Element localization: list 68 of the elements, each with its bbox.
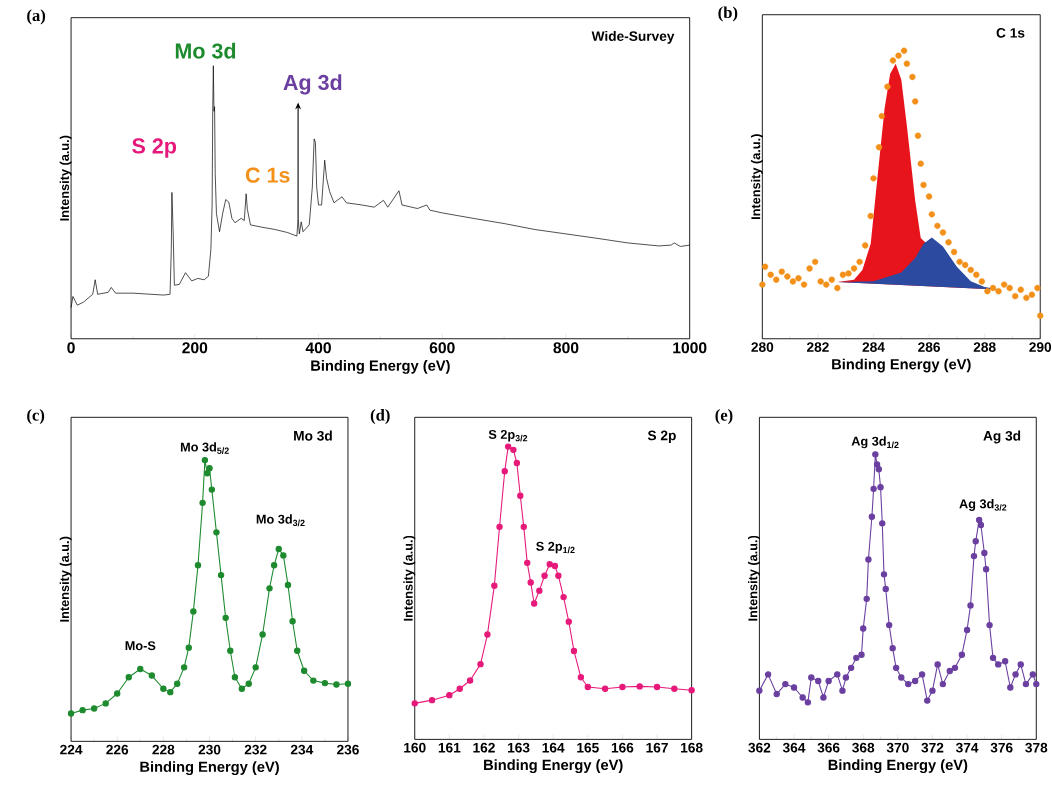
x-tick-label: 370: [886, 742, 909, 753]
text: (b): [718, 6, 738, 22]
y-axis-title: Intensity (a.u.): [403, 535, 416, 621]
annotation: Mo 3d: [175, 42, 236, 59]
annotation: S 2p$_{1/2}$: [536, 541, 575, 554]
x-tick-label: 162: [473, 742, 495, 753]
annotation: S 2p$_{3/2}$: [488, 429, 528, 442]
x-tick-label: 800: [553, 342, 579, 354]
annotation: Mo 3d$_{5/2}$: [180, 442, 229, 454]
x-tick-label: 160: [404, 742, 426, 753]
x-axis-title: Binding Energy (eV): [140, 761, 279, 775]
x-tick-label: 232: [244, 744, 267, 755]
x-axis-title: Binding Energy (eV): [832, 358, 971, 373]
x-tick-label: 368: [852, 742, 875, 753]
x-tick-label: 1000: [673, 342, 707, 354]
chart-title: Ag 3d: [983, 430, 1021, 444]
text: (e): [715, 408, 733, 424]
y-axis-title: Intensity (a.u.): [59, 135, 72, 221]
x-tick-label: 280: [751, 342, 774, 352]
text: (a): [27, 9, 46, 25]
x-axis-title: Binding Energy (eV): [311, 359, 450, 374]
x-tick-label: 600: [429, 342, 455, 354]
x-tick-label: 230: [198, 744, 221, 755]
chart-title: S 2p: [647, 430, 676, 443]
text: (c): [27, 408, 45, 424]
x-tick-label: 226: [106, 744, 129, 755]
x-tick-label: 167: [646, 742, 668, 753]
x-tick-label: 200: [182, 342, 208, 354]
annotation: Ag 3d$_{1/2}$: [851, 436, 899, 449]
annotation: S 2p: [132, 138, 177, 158]
x-tick-label: 0: [67, 342, 75, 354]
x-tick-label: 166: [611, 742, 634, 753]
x-tick-label: 366: [817, 742, 840, 753]
x-tick-label: 224: [60, 744, 83, 755]
x-tick-label: 168: [681, 742, 703, 753]
y-axis-title: Intensity (a.u.): [59, 536, 72, 622]
x-tick-label: 288: [973, 342, 996, 352]
x-tick-label: 364: [782, 742, 806, 753]
chart-title: Mo 3d: [294, 430, 332, 441]
x-tick-label: 163: [508, 742, 530, 753]
y-axis-title: Intensity (a.u.): [750, 134, 763, 219]
annotation: Mo-S: [125, 641, 156, 651]
x-tick-label: 164: [542, 742, 565, 753]
annotation: Ag 3d: [283, 74, 342, 95]
x-tick-label: 290: [1029, 342, 1052, 352]
x-tick-label: 282: [806, 342, 829, 352]
x-tick-label: 372: [921, 742, 944, 753]
text: (d): [370, 408, 390, 424]
x-tick-label: 376: [990, 742, 1013, 753]
x-tick-label: 228: [152, 744, 175, 755]
x-tick-label: 400: [305, 342, 331, 354]
chart-title: Wide-Survey: [591, 30, 675, 44]
x-axis-title: Binding Energy (eV): [484, 759, 623, 773]
annotation: C 1s: [245, 167, 290, 183]
x-axis-title: Binding Energy (eV): [828, 759, 968, 773]
x-tick-label: 236: [337, 744, 359, 755]
annotation: Ag 3d$_{3/2}$: [959, 498, 1007, 511]
x-tick-label: 161: [438, 742, 461, 753]
x-tick-label: 284: [862, 342, 885, 352]
annotation: Mo 3d$_{3/2}$: [256, 514, 305, 527]
x-tick-label: 362: [748, 742, 771, 753]
y-axis-title: Intensity (a.u.): [748, 535, 760, 621]
x-tick-label: 378: [1025, 742, 1048, 753]
x-tick-label: 165: [577, 742, 599, 753]
x-tick-label: 374: [955, 742, 979, 753]
x-tick-label: 286: [918, 342, 940, 352]
chart-title: C 1s: [996, 27, 1025, 38]
x-tick-label: 234: [290, 744, 314, 755]
